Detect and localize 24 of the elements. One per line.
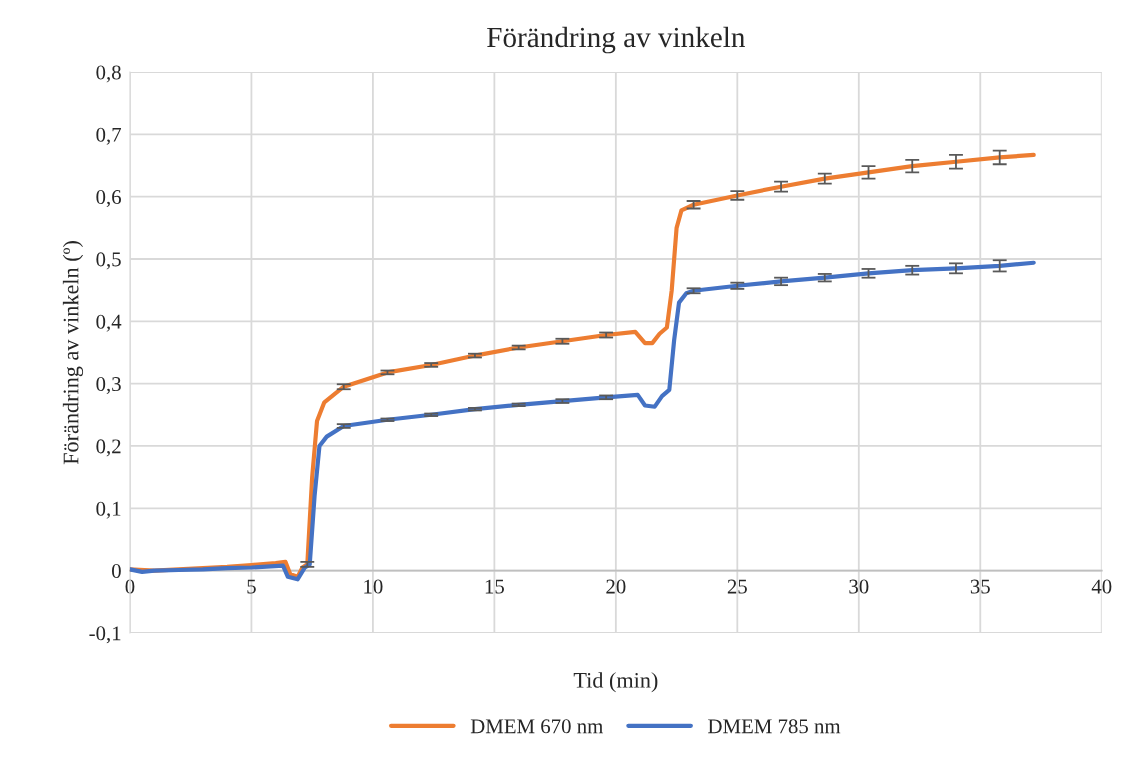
y-axis-title: Förändring av vinkeln (º) bbox=[62, 241, 84, 465]
x-tick-label: 15 bbox=[485, 579, 504, 594]
x-tick-label: 35 bbox=[970, 579, 990, 594]
x-tick-label: 30 bbox=[849, 579, 869, 594]
y-tick-label: 0,4 bbox=[96, 314, 122, 332]
x-tick-label: 40 bbox=[1091, 579, 1112, 594]
legend-label: DMEM 785 nm bbox=[708, 719, 841, 734]
x-tick-label: 25 bbox=[727, 579, 747, 594]
y-tick-label: 0,3 bbox=[96, 377, 121, 395]
chart-title: Förändring av vinkeln bbox=[487, 26, 746, 54]
y-tick-label: 0,5 bbox=[96, 252, 121, 270]
y-tick-label: 0,6 bbox=[96, 190, 121, 208]
x-tick-label: 0 bbox=[125, 579, 135, 594]
x-axis-title: Tid (min) bbox=[573, 672, 658, 693]
legend-label: DMEM 670 nm bbox=[470, 719, 604, 734]
x-tick-label: 10 bbox=[364, 579, 383, 594]
y-tick-label: 0,2 bbox=[96, 439, 121, 457]
y-tick-label: 0,7 bbox=[96, 127, 122, 145]
y-tick-label: -0,1 bbox=[89, 626, 121, 644]
x-tick-label: 5 bbox=[247, 579, 256, 594]
x-tick-label: 20 bbox=[606, 579, 626, 594]
y-tick-label: 0,8 bbox=[96, 65, 121, 83]
y-tick-label: 0,1 bbox=[96, 501, 121, 519]
y-tick-label: 0 bbox=[111, 563, 121, 579]
